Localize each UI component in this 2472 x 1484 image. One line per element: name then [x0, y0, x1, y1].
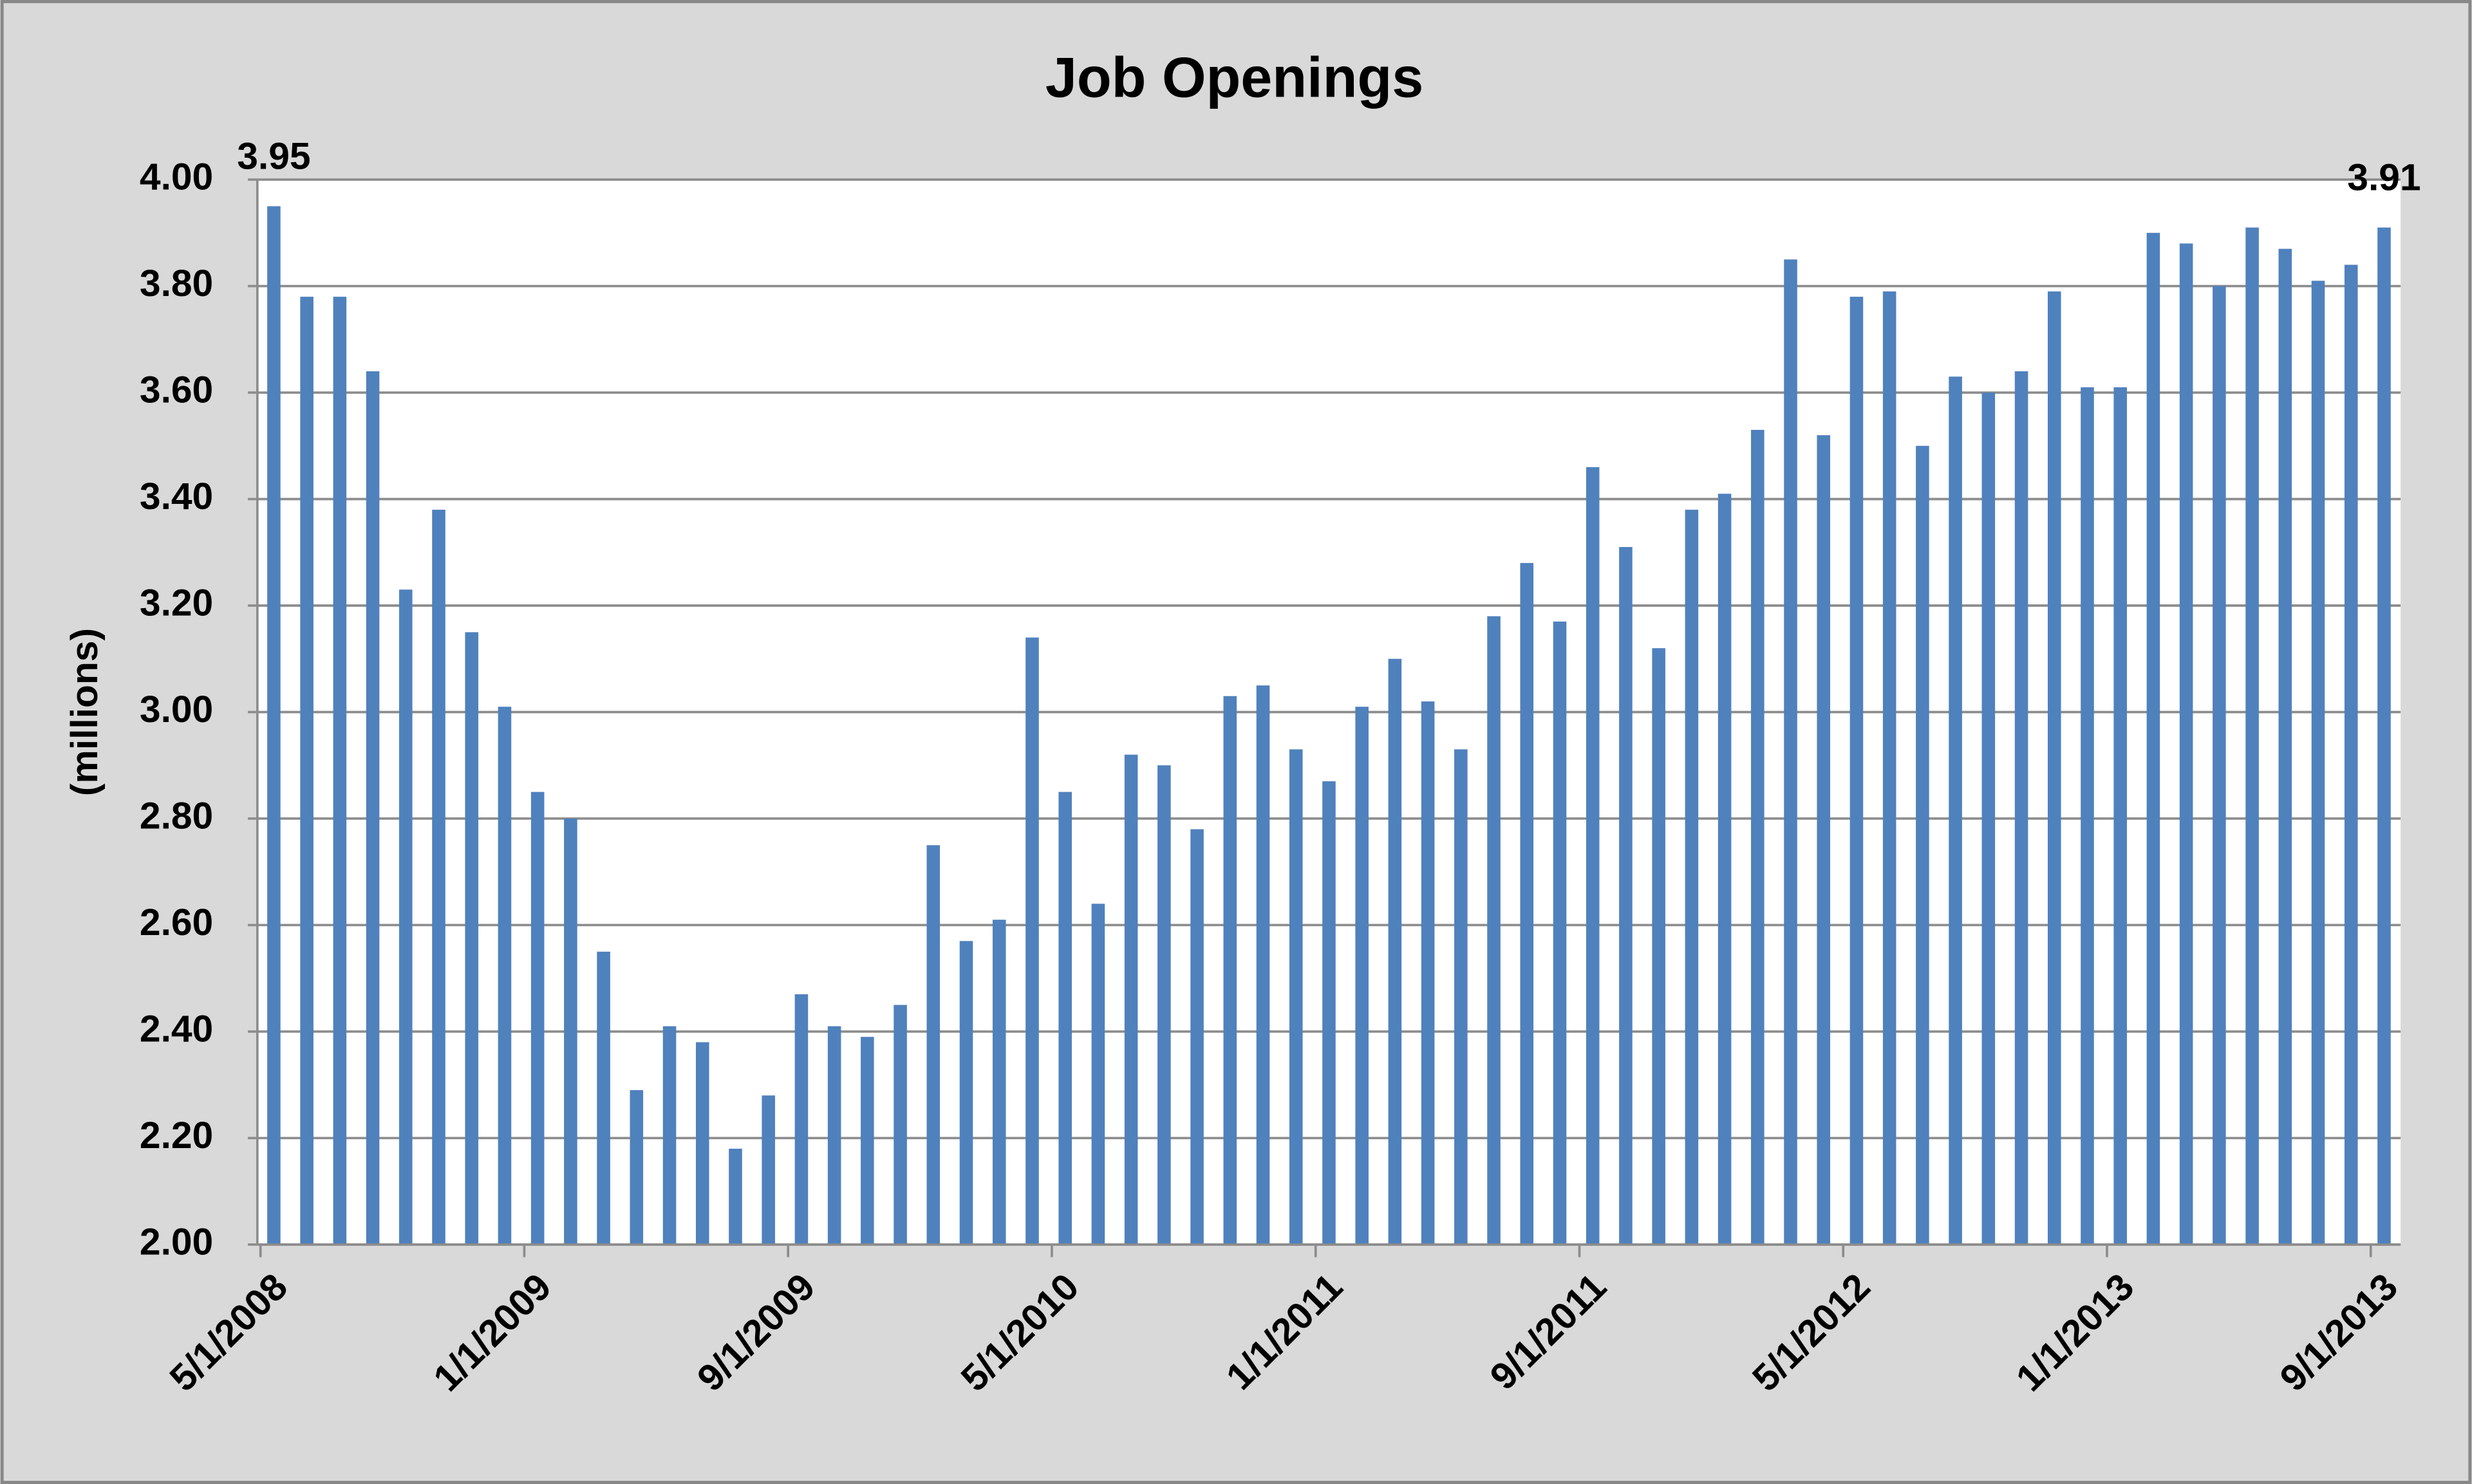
chart-title: Job Openings [1045, 46, 1423, 109]
y-tick-label: 3.80 [140, 263, 213, 304]
bar [762, 1095, 775, 1245]
bar [465, 632, 479, 1245]
bar [630, 1090, 644, 1245]
bar [662, 1026, 677, 1245]
bar [2213, 286, 2226, 1245]
bar [894, 1005, 907, 1245]
bar [1751, 429, 1765, 1245]
bar [2047, 291, 2061, 1245]
bar [1553, 621, 1567, 1245]
bar [366, 371, 380, 1245]
data-label: 3.91 [2347, 157, 2420, 199]
bar [1685, 510, 1699, 1245]
y-tick-label: 3.00 [140, 689, 213, 730]
bar [498, 707, 512, 1245]
bar [267, 206, 281, 1245]
bar [1190, 829, 1204, 1245]
bar [1355, 707, 1369, 1245]
bar [695, 1042, 709, 1245]
bar [2014, 371, 2028, 1245]
y-tick-label: 2.20 [140, 1115, 213, 1156]
data-label: 3.95 [237, 136, 310, 178]
y-tick-label: 2.40 [140, 1008, 213, 1050]
bar [1817, 435, 1831, 1245]
bar [992, 920, 1006, 1245]
bar [333, 297, 347, 1245]
bar [2146, 232, 2160, 1245]
bar [1916, 445, 1929, 1245]
bar [794, 994, 809, 1245]
bar [2081, 387, 2094, 1245]
bar [1882, 291, 1896, 1245]
bar [1256, 685, 1270, 1245]
bar [1025, 637, 1039, 1245]
bar [1289, 749, 1303, 1245]
bar [564, 818, 577, 1245]
y-tick-label: 2.80 [140, 795, 213, 837]
bar [1718, 494, 1732, 1245]
y-tick-label: 2.60 [140, 902, 213, 943]
bar [1586, 467, 1600, 1245]
bar [1223, 696, 1237, 1245]
bar [2278, 248, 2292, 1245]
bar [399, 589, 413, 1245]
y-tick-label: 4.00 [140, 156, 213, 198]
bar [2113, 387, 2127, 1245]
y-tick-label: 2.00 [140, 1221, 213, 1263]
y-axis-label: (millions) [64, 628, 106, 796]
bar [1487, 616, 1501, 1245]
bar [959, 941, 973, 1245]
bar [1949, 376, 1962, 1245]
bar [2311, 281, 2325, 1245]
bar [2245, 227, 2259, 1245]
bar [1652, 648, 1665, 1245]
bar [2344, 264, 2358, 1245]
bar [1091, 904, 1105, 1245]
y-tick-label: 3.60 [140, 369, 213, 411]
bar [300, 297, 314, 1245]
bar [926, 845, 941, 1245]
y-tick-label: 3.20 [140, 582, 213, 624]
bar [827, 1026, 841, 1245]
bar [1454, 749, 1468, 1245]
bar [2179, 243, 2193, 1245]
bar [1784, 259, 1797, 1245]
bar [432, 510, 445, 1245]
bar [1157, 765, 1171, 1245]
bar [1849, 297, 1864, 1245]
bar [1520, 562, 1534, 1245]
bar [1619, 546, 1633, 1245]
bar [1124, 754, 1138, 1245]
bar [1058, 792, 1072, 1245]
bar [1388, 658, 1402, 1245]
bar [530, 792, 545, 1245]
bar [729, 1148, 742, 1245]
y-tick-label: 3.40 [140, 476, 213, 517]
bar [2377, 227, 2391, 1245]
bar [861, 1037, 874, 1245]
bar [597, 951, 610, 1245]
bar [1322, 781, 1336, 1245]
bar [1421, 701, 1435, 1245]
bar [1981, 393, 1996, 1245]
